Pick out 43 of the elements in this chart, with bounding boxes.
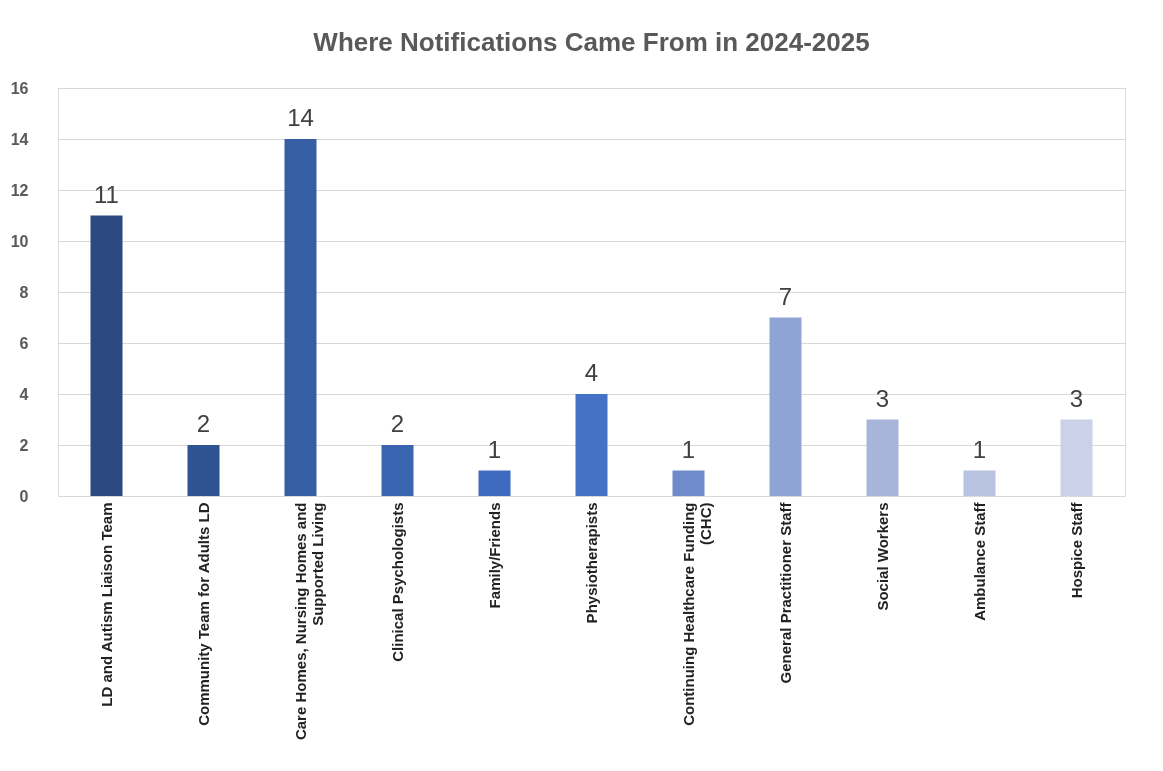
data-label: 14 xyxy=(287,104,314,131)
y-tick-label: 12 xyxy=(10,181,29,199)
y-tick-label: 10 xyxy=(10,232,29,250)
data-label: 2 xyxy=(390,410,405,437)
bar xyxy=(381,445,414,496)
x-tick-label: Hospice Staff xyxy=(1067,501,1085,599)
x-tick-label: Community Team for Adults LD xyxy=(194,502,212,726)
bar xyxy=(1060,419,1093,496)
data-label: 11 xyxy=(94,180,119,208)
x-tick-label: Social Workers xyxy=(873,502,891,611)
bar xyxy=(672,470,705,496)
x-tick-label: General Practitioner Staff xyxy=(776,501,794,684)
y-tick-label: 0 xyxy=(19,487,29,505)
data-label: 1 xyxy=(487,435,502,463)
y-tick-label: 14 xyxy=(10,130,29,148)
data-label: 1 xyxy=(972,435,987,463)
bar xyxy=(284,139,317,496)
bar xyxy=(769,317,802,496)
x-tick-label: Care Homes, Nursing Homes and Supported Living xyxy=(291,502,326,741)
data-label: 2 xyxy=(196,410,211,437)
x-tick-label: Clinical Psychologists xyxy=(388,502,406,662)
bar xyxy=(575,394,608,496)
y-tick-label: 2 xyxy=(19,436,29,454)
x-tick-label: Family/Friends xyxy=(485,502,503,609)
data-label: 4 xyxy=(584,359,599,386)
data-label: 7 xyxy=(778,282,793,310)
x-tick-label: Physiotherapists xyxy=(582,502,600,624)
x-tick-label: LD and Autism Liaison Team xyxy=(97,502,115,707)
bar xyxy=(90,215,123,496)
y-tick-label: 16 xyxy=(10,79,29,97)
bar xyxy=(963,470,996,496)
y-tick-label: 8 xyxy=(19,283,29,301)
data-label: 3 xyxy=(875,384,890,412)
x-tick-label: Ambulance Staff xyxy=(970,501,988,621)
bar xyxy=(187,445,220,496)
data-label: 1 xyxy=(681,435,696,463)
data-label: 3 xyxy=(1069,384,1084,412)
y-tick-label: 6 xyxy=(19,334,29,352)
bar xyxy=(866,419,899,496)
bar xyxy=(478,470,511,496)
y-tick-label: 4 xyxy=(19,385,29,403)
chart-title: Where Notifications Came From in 2024-2025 xyxy=(313,27,870,57)
x-tick-label: Continuing Healthcare Funding (CHC) xyxy=(679,502,714,726)
